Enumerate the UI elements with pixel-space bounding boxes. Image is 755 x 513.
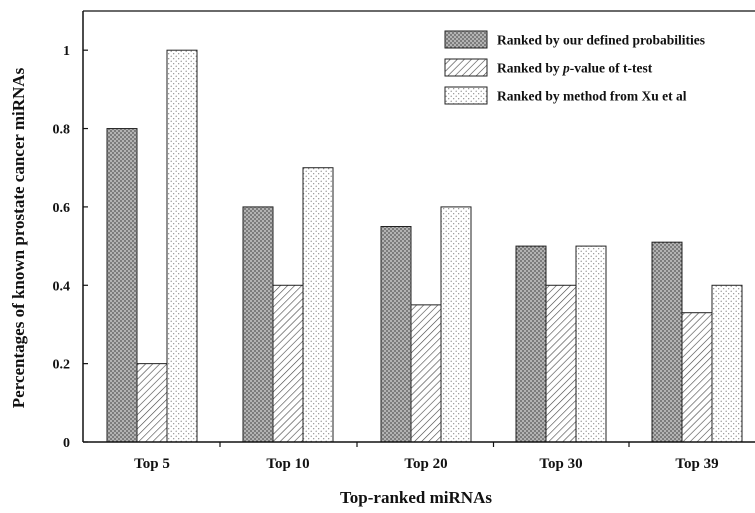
bar-2-top-39 [682,313,712,442]
bar-2-top-10 [273,285,303,442]
legend-swatch-1 [445,31,487,48]
x-axis-label: Top-ranked miRNAs [340,488,492,507]
bar-2-top-30 [546,285,576,442]
plot-area [107,50,742,442]
bar-1-top-10 [243,207,273,442]
legend-swatch-3 [445,87,487,104]
bar-1-top-5 [107,129,137,442]
bar-1-top-30 [516,246,546,442]
x-tick-label: Top 30 [539,456,582,472]
bar-3-top-10 [303,168,333,442]
bar-1-top-39 [652,242,682,442]
y-tick-label: 0.8 [53,123,71,138]
legend: Ranked by our defined probabilities Ranke… [445,31,705,104]
legend-label-2: Ranked by p-value of t-test [497,61,653,76]
bar-3-top-5 [167,50,197,442]
bar-2-top-5 [137,364,167,442]
y-tick-label: 0.2 [53,358,71,373]
bar-1-top-20 [381,227,411,443]
bar-3-top-20 [441,207,471,442]
x-tick-label: Top 10 [266,456,309,472]
y-tick-label: 0 [63,436,70,451]
bar-2-top-20 [411,305,441,442]
x-tick-label: Top 39 [675,456,718,472]
bar-3-top-39 [712,285,742,442]
y-tick-label: 0.4 [53,279,71,294]
legend-label-3: Ranked by method from Xu et al [497,89,687,104]
y-axis-label: Percentages of known prostate cancer miR… [9,67,28,408]
y-tick-label: 0.6 [53,201,71,216]
x-tick-label: Top 5 [134,456,170,472]
bar-3-top-30 [576,246,606,442]
x-tick-label: Top 20 [404,456,447,472]
legend-swatch-2 [445,59,487,76]
y-tick-label: 1 [63,44,70,59]
legend-label-1: Ranked by our defined probabilities [497,33,705,48]
